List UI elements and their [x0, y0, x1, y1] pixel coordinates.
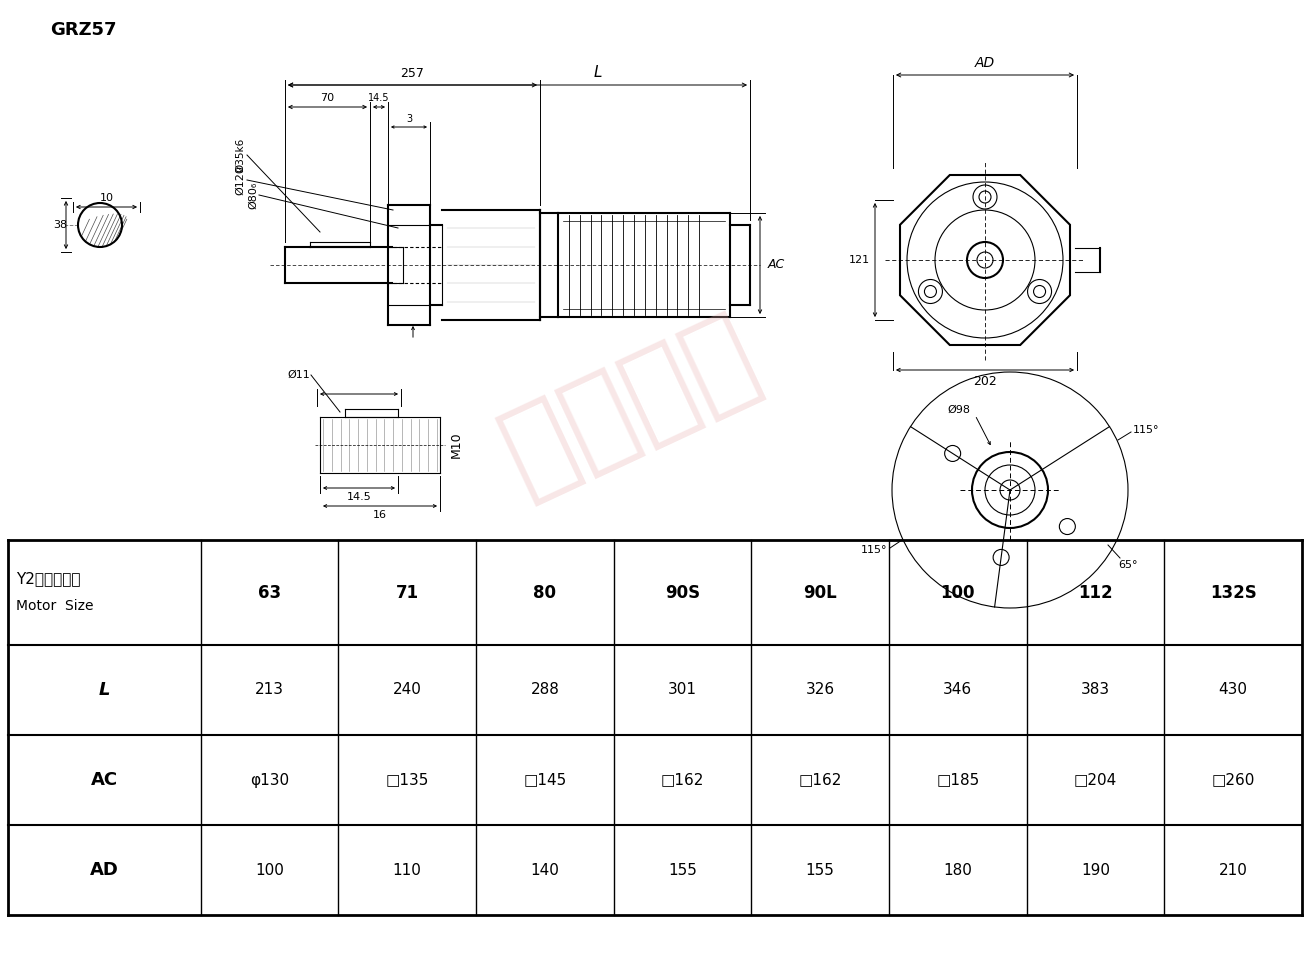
Text: 90L: 90L — [803, 584, 837, 602]
Text: □185: □185 — [937, 773, 980, 788]
Text: 288: 288 — [531, 683, 559, 697]
Text: 121: 121 — [849, 255, 870, 265]
Text: AC: AC — [90, 771, 118, 789]
Text: Ø120: Ø120 — [234, 165, 245, 195]
Text: 鹿特传动: 鹿特传动 — [486, 300, 773, 510]
Text: M10: M10 — [451, 432, 462, 458]
Text: 383: 383 — [1081, 683, 1110, 697]
Text: 210: 210 — [1218, 862, 1247, 878]
Text: □145: □145 — [523, 773, 566, 788]
Text: AC: AC — [768, 259, 785, 271]
Text: 110: 110 — [393, 862, 422, 878]
Text: 63: 63 — [258, 584, 282, 602]
Text: □162: □162 — [660, 773, 705, 788]
Text: 3: 3 — [406, 114, 413, 124]
Text: GRZ57: GRZ57 — [50, 21, 117, 39]
Text: □135: □135 — [385, 773, 428, 788]
Text: Ø35k6: Ø35k6 — [234, 138, 245, 172]
Text: □204: □204 — [1074, 773, 1117, 788]
Text: 155: 155 — [806, 862, 834, 878]
Text: 70: 70 — [321, 93, 334, 103]
Text: L: L — [98, 681, 110, 699]
Text: 155: 155 — [668, 862, 697, 878]
Text: 16: 16 — [373, 510, 386, 520]
Text: L: L — [593, 65, 601, 80]
Text: Ø11: Ø11 — [287, 370, 310, 380]
Text: 100: 100 — [255, 862, 284, 878]
Text: 326: 326 — [806, 683, 834, 697]
Text: 80: 80 — [533, 584, 557, 602]
Text: 202: 202 — [973, 375, 997, 388]
Text: 100: 100 — [941, 584, 975, 602]
Text: 112: 112 — [1078, 584, 1112, 602]
Text: Ø98: Ø98 — [947, 405, 969, 415]
Text: □162: □162 — [799, 773, 842, 788]
Text: AD: AD — [975, 56, 996, 70]
Text: AD: AD — [90, 861, 119, 879]
Text: 301: 301 — [668, 683, 697, 697]
Text: 190: 190 — [1081, 862, 1110, 878]
Text: 430: 430 — [1218, 683, 1247, 697]
Text: Y2电机机座号: Y2电机机座号 — [16, 571, 80, 586]
Text: 115°: 115° — [1133, 425, 1159, 435]
Text: 65°: 65° — [1117, 560, 1137, 570]
Text: 38: 38 — [52, 220, 67, 230]
Text: 115°: 115° — [861, 545, 887, 555]
Text: 14.5: 14.5 — [347, 492, 371, 502]
Text: 180: 180 — [943, 862, 972, 878]
Text: Motor  Size: Motor Size — [16, 600, 93, 613]
Text: 140: 140 — [531, 862, 559, 878]
Text: 346: 346 — [943, 683, 972, 697]
Text: 132S: 132S — [1210, 584, 1256, 602]
Text: □260: □260 — [1212, 773, 1255, 788]
Text: 257: 257 — [401, 67, 424, 80]
Text: 90S: 90S — [665, 584, 700, 602]
Text: 10: 10 — [100, 193, 114, 203]
Text: 240: 240 — [393, 683, 422, 697]
Text: Ø80₆: Ø80₆ — [248, 181, 258, 208]
Text: 213: 213 — [255, 683, 284, 697]
Text: 14.5: 14.5 — [368, 93, 390, 103]
Text: 71: 71 — [396, 584, 419, 602]
Text: φ130: φ130 — [250, 773, 290, 788]
